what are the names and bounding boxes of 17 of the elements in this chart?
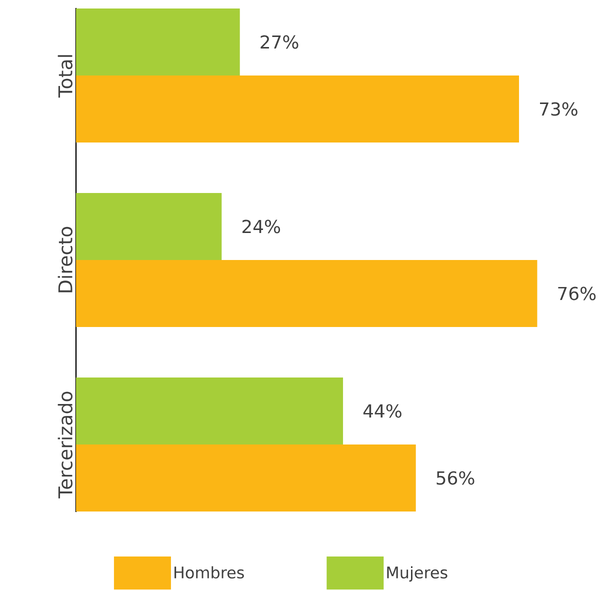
y-tick-label: Tercerizado <box>58 392 72 498</box>
bar <box>76 260 538 328</box>
bar <box>76 444 416 512</box>
bar <box>76 193 222 260</box>
y-tick-label: Total <box>58 55 72 98</box>
data-label: 56% <box>436 471 474 485</box>
bar <box>76 377 344 444</box>
data-label: 24% <box>242 220 280 234</box>
data-label: 73% <box>540 102 578 116</box>
data-label: 44% <box>363 404 402 418</box>
data-label: 76% <box>558 286 596 300</box>
legend-label: Hombres <box>174 566 244 579</box>
bar <box>76 8 240 76</box>
legend-label: Mujeres <box>387 566 448 582</box>
y-tick-label: Directo <box>58 226 72 292</box>
bar <box>76 76 520 143</box>
data-label: 27% <box>260 35 298 49</box>
